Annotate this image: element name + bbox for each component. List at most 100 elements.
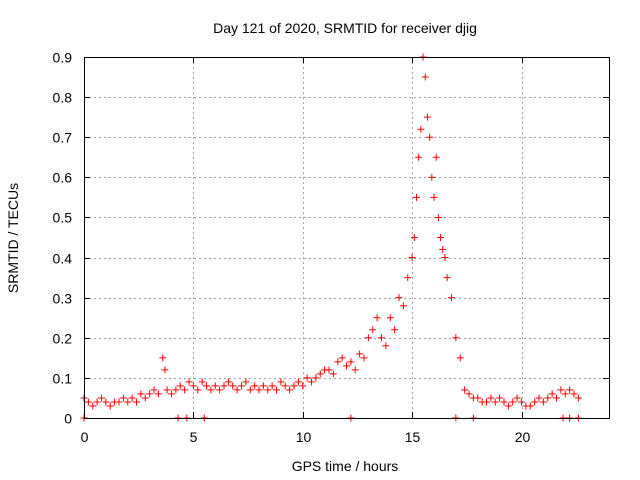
data-point xyxy=(369,326,377,334)
data-point xyxy=(84,398,92,406)
data-point xyxy=(334,358,342,366)
data-point xyxy=(441,254,449,262)
data-point xyxy=(474,394,482,402)
data-point xyxy=(553,394,560,402)
data-point xyxy=(428,173,436,181)
data-point xyxy=(518,398,525,406)
data-point xyxy=(504,402,512,410)
data-point xyxy=(185,378,193,386)
data-point xyxy=(133,398,140,406)
data-point xyxy=(106,402,114,410)
data-point xyxy=(413,193,420,201)
data-point xyxy=(137,390,145,398)
data-point xyxy=(465,390,473,398)
data-points xyxy=(80,53,582,422)
data-point xyxy=(128,394,136,402)
y-tick-label: 0.4 xyxy=(53,251,73,267)
data-point xyxy=(325,366,333,374)
y-tick-label: 0.2 xyxy=(53,331,73,347)
data-point xyxy=(268,382,276,390)
data-point xyxy=(316,370,324,378)
data-point xyxy=(189,382,197,390)
data-point xyxy=(509,398,517,406)
data-point xyxy=(404,274,412,282)
y-tick-label: 0.3 xyxy=(53,291,73,307)
data-point xyxy=(150,386,158,394)
x-tick-label: 15 xyxy=(405,429,421,445)
data-point xyxy=(432,153,440,161)
data-point xyxy=(417,125,425,133)
y-tick-label: 0 xyxy=(64,411,72,427)
y-tick-label: 0.7 xyxy=(53,130,73,146)
data-point xyxy=(146,390,154,398)
data-point xyxy=(124,398,132,406)
data-point xyxy=(496,394,504,402)
data-point xyxy=(238,382,245,390)
data-point xyxy=(154,390,162,398)
axis-ticks: 0 0.1 0.2 0.3 0.4 0.5 0.6 0.7 0.8 0.9 0 5 10 15 20 xyxy=(53,50,609,445)
data-point xyxy=(194,386,202,394)
data-point xyxy=(264,386,272,394)
data-point xyxy=(373,314,381,322)
data-point xyxy=(273,386,280,394)
data-point xyxy=(163,386,171,394)
data-point xyxy=(246,386,254,394)
y-tick-label: 0.1 xyxy=(53,371,73,387)
data-point xyxy=(161,366,169,374)
data-point xyxy=(159,354,167,362)
data-point xyxy=(378,334,385,342)
data-point xyxy=(102,398,110,406)
data-point xyxy=(570,390,578,398)
data-point xyxy=(526,402,534,410)
data-point xyxy=(437,234,445,241)
data-point xyxy=(356,350,364,358)
data-point xyxy=(198,378,206,386)
data-point xyxy=(531,398,539,406)
data-point xyxy=(548,390,556,398)
data-point xyxy=(382,342,390,350)
data-point xyxy=(461,386,469,394)
data-point xyxy=(439,246,447,254)
data-point xyxy=(347,358,355,366)
data-point xyxy=(415,153,423,161)
x-tick-label: 0 xyxy=(81,429,89,445)
data-point xyxy=(426,133,434,141)
data-point xyxy=(203,382,210,390)
data-point xyxy=(410,234,418,241)
data-point xyxy=(229,382,237,390)
data-point xyxy=(93,398,101,406)
data-point xyxy=(491,398,499,406)
data-point xyxy=(308,378,315,386)
data-point xyxy=(351,366,359,374)
data-point xyxy=(259,382,267,390)
data-point xyxy=(224,378,232,386)
data-point xyxy=(434,213,442,221)
data-point xyxy=(242,378,250,386)
data-point xyxy=(452,334,460,342)
data-point xyxy=(574,394,582,402)
data-point xyxy=(168,390,175,398)
data-point xyxy=(255,386,263,394)
data-point xyxy=(456,354,464,362)
data-point xyxy=(423,113,431,121)
x-tick-label: 20 xyxy=(515,429,531,445)
data-point xyxy=(98,394,105,402)
data-point xyxy=(513,394,521,402)
data-point xyxy=(303,374,311,382)
data-point xyxy=(391,326,399,334)
chart-title: Day 121 of 2020, SRMTID for receiver dji… xyxy=(213,20,477,36)
data-point xyxy=(395,294,403,302)
y-tick-label: 0.5 xyxy=(53,210,73,226)
data-point xyxy=(251,382,259,390)
x-axis-title: GPS time / hours xyxy=(292,458,399,474)
data-point xyxy=(483,398,490,406)
data-point xyxy=(399,302,407,310)
data-point xyxy=(430,193,438,201)
data-point xyxy=(216,386,224,394)
data-point xyxy=(535,394,543,402)
data-point xyxy=(557,386,565,394)
data-point xyxy=(386,314,394,322)
data-point xyxy=(294,378,302,386)
data-point xyxy=(172,386,180,394)
